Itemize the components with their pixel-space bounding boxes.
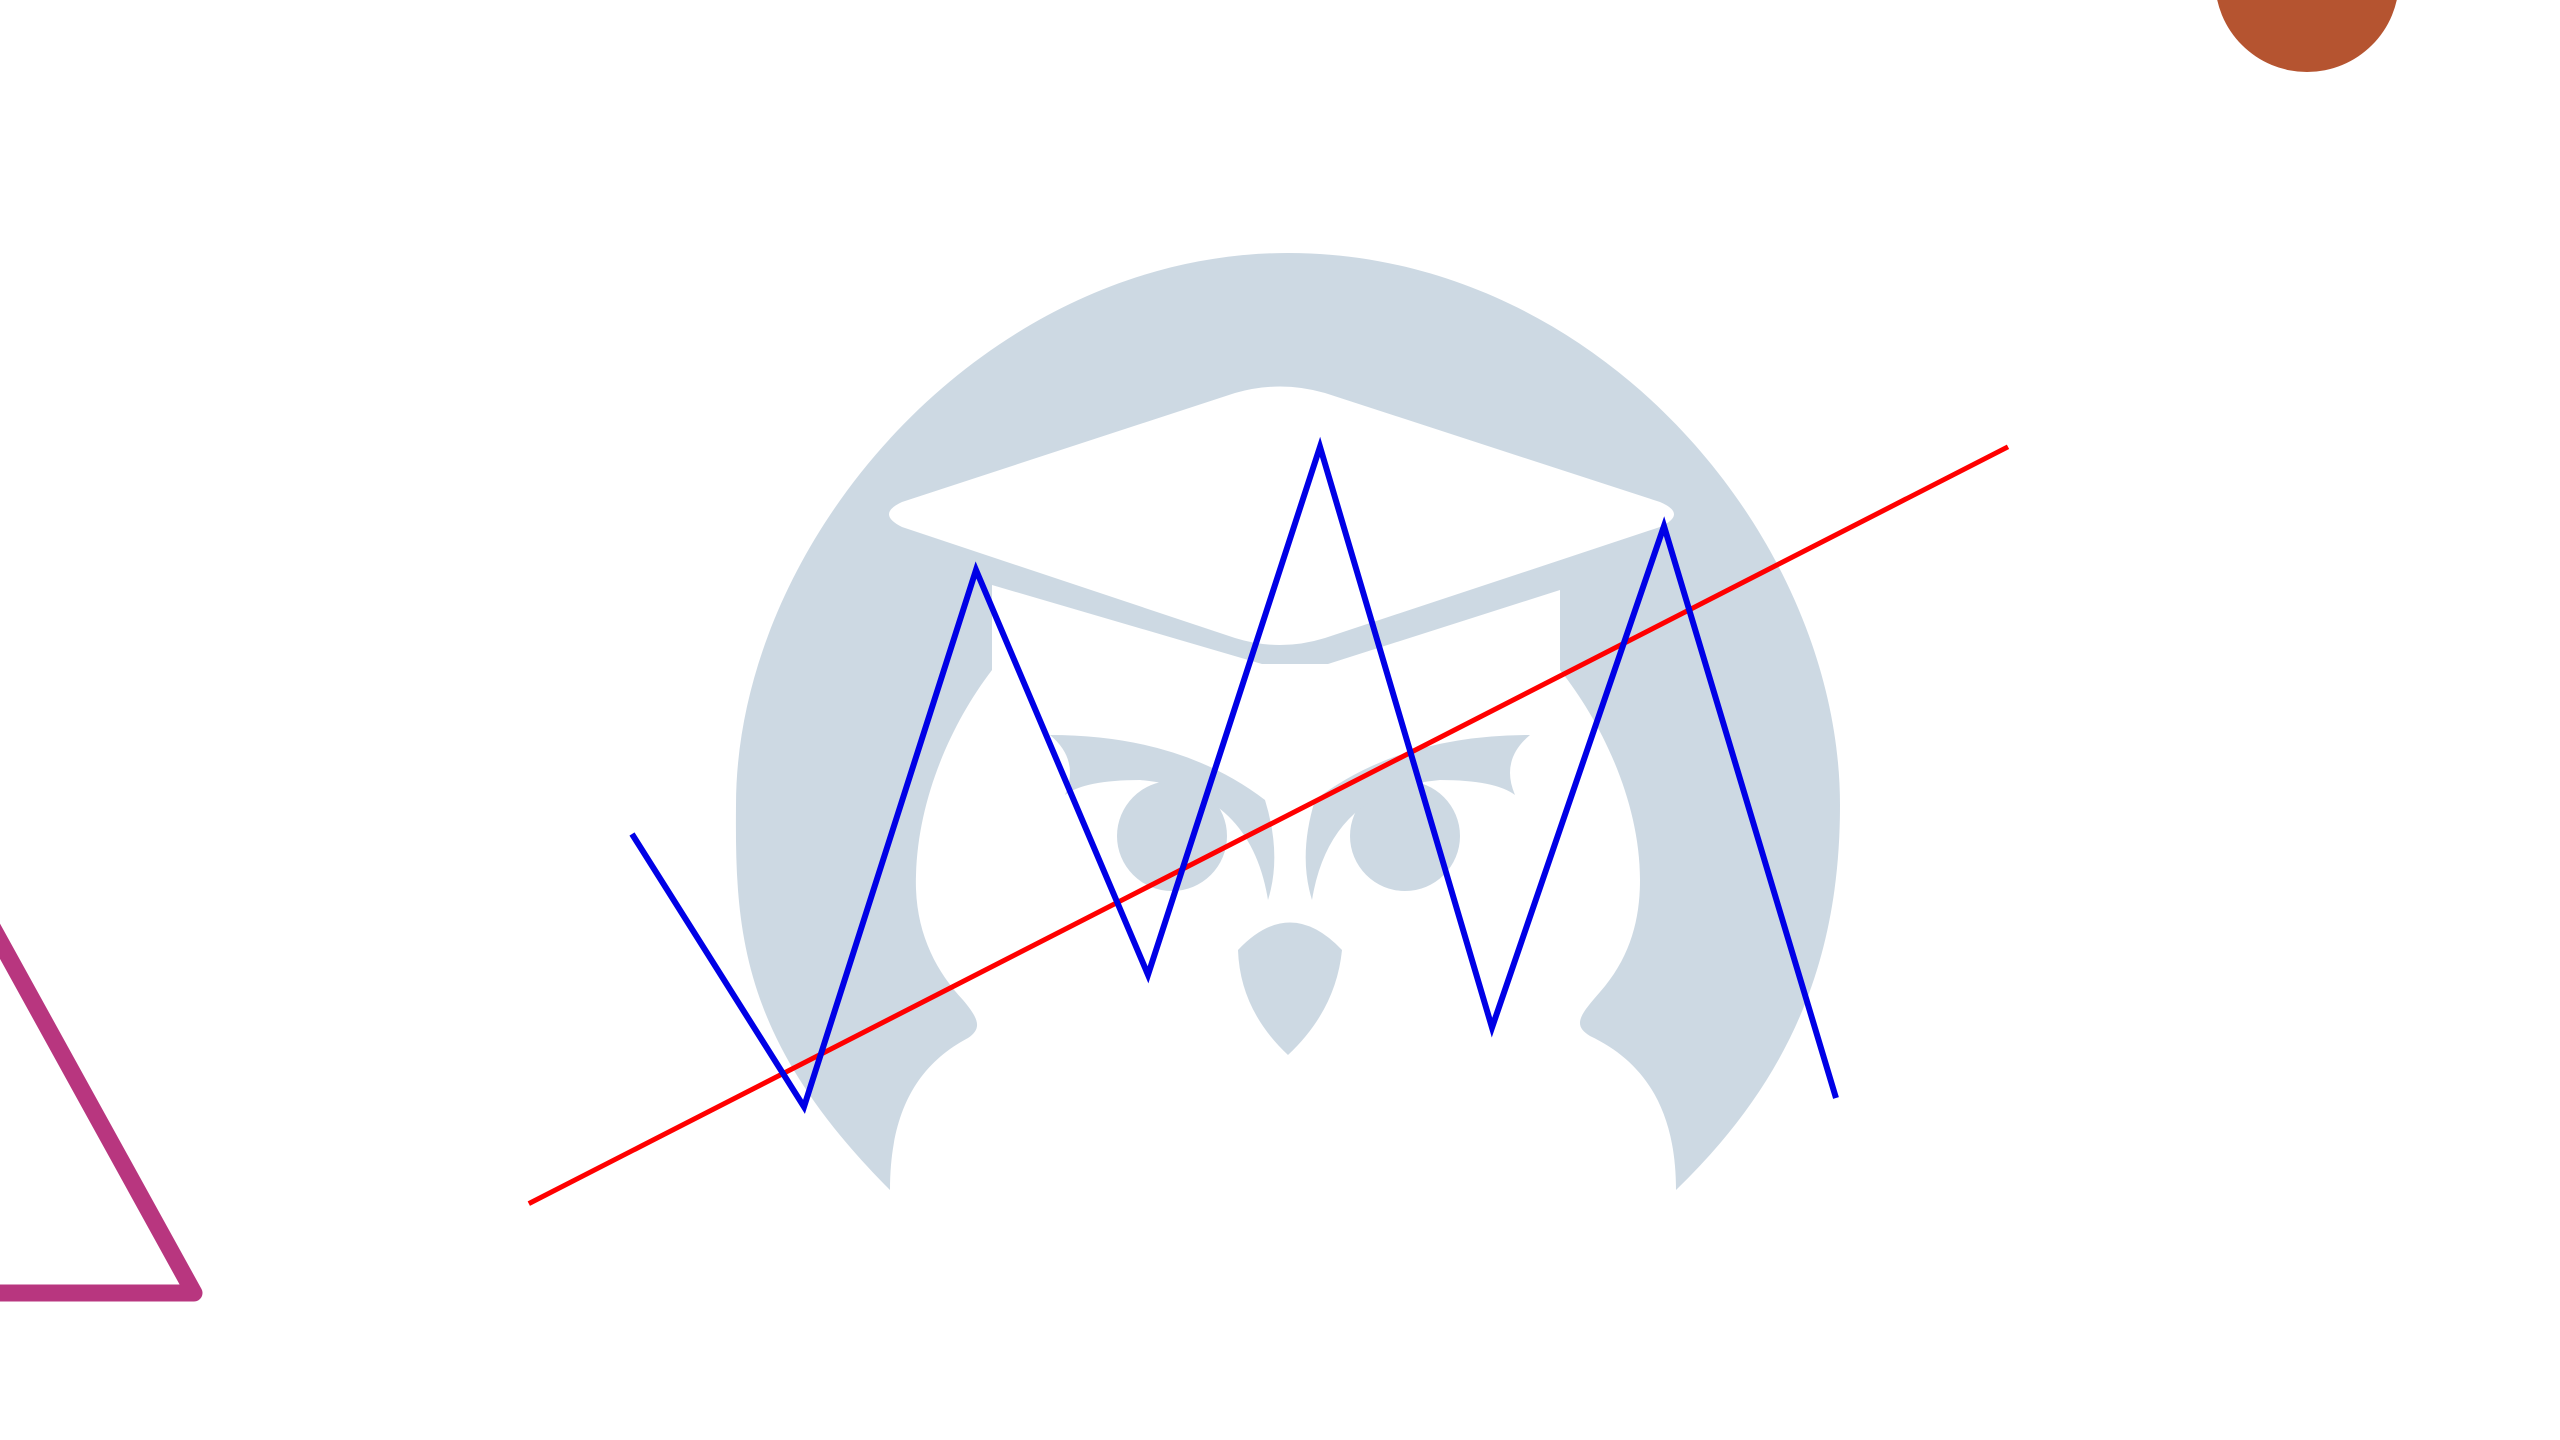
trend-line <box>527 444 2010 1206</box>
cap-board <box>889 386 1674 645</box>
line-series-layer <box>527 436 2010 1206</box>
triangle-outline-icon <box>0 923 203 1302</box>
zigzag-line <box>629 436 1839 1114</box>
corner-circle-icon <box>2217 0 2397 72</box>
owl-left-brow <box>1050 735 1275 900</box>
owl-right-pupil <box>1350 781 1460 891</box>
owl-beak <box>1238 922 1342 1055</box>
owl-graduation-cap-icon <box>735 253 1840 1190</box>
